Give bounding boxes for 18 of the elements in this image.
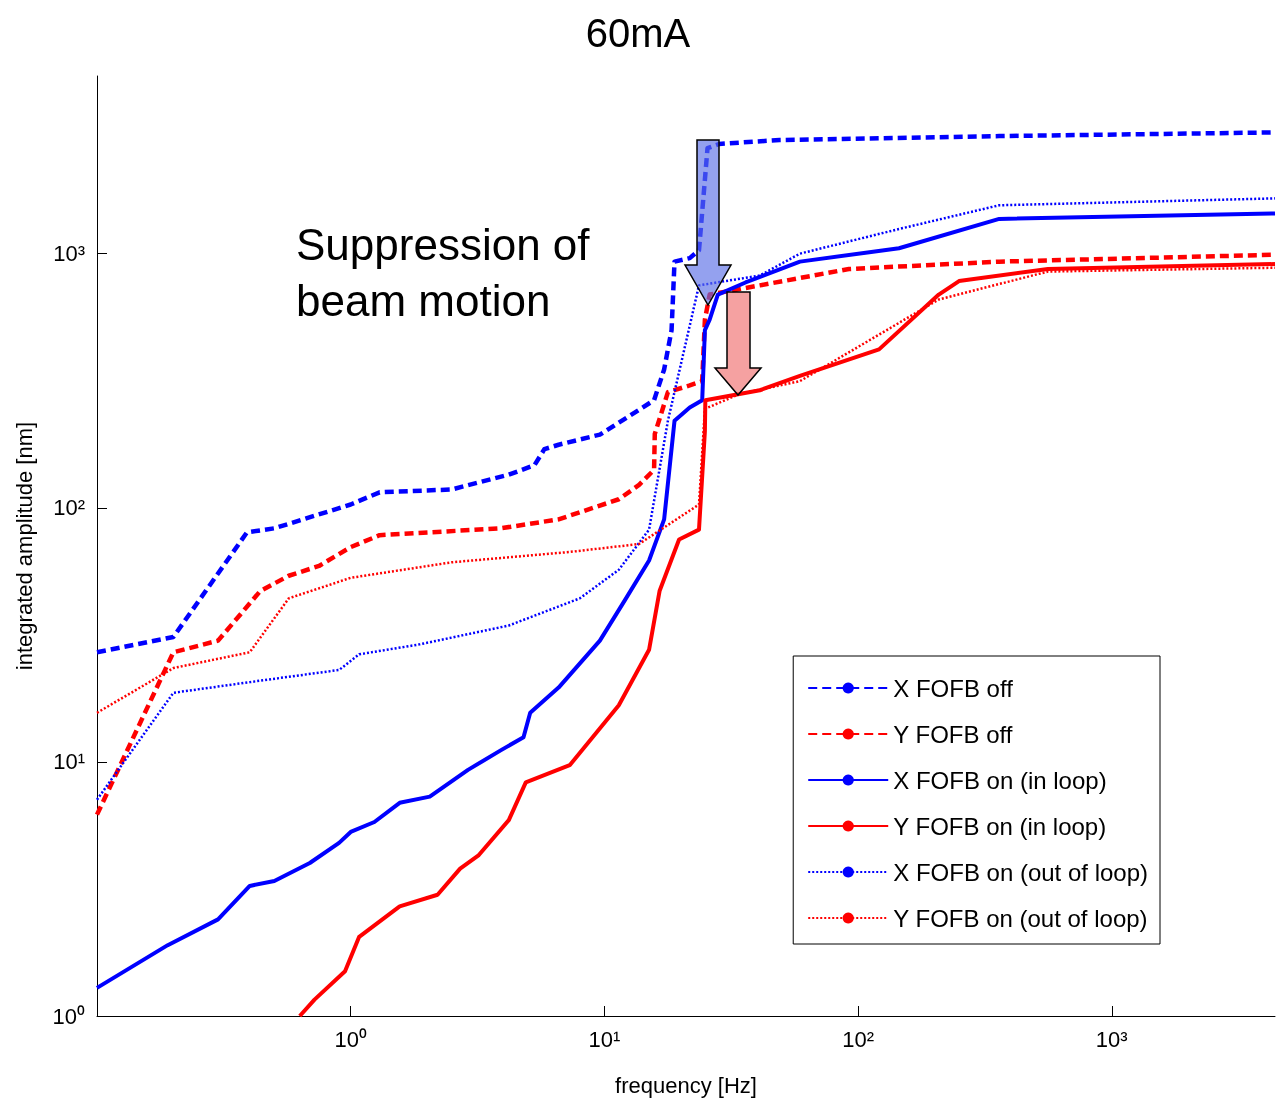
x-tick-label: 10⁰	[334, 1026, 367, 1052]
chart-title: 60mA	[585, 11, 691, 55]
y-tick-label: 10⁰	[52, 1003, 85, 1029]
x-tick-label: 10³	[1095, 1026, 1128, 1052]
legend-label: X FOFB off	[893, 674, 1014, 702]
legend-label: Y FOFB on (in loop)	[893, 812, 1107, 840]
annotation: Suppression of beam motion	[296, 219, 602, 325]
x-tick-label: 10¹	[588, 1026, 621, 1052]
legend-label: Y FOFB off	[893, 720, 1013, 748]
x-tick-label: 10²	[842, 1026, 874, 1052]
legend-label: X FOFB on (out of loop)	[893, 858, 1148, 886]
y-tick-label: 10²	[53, 495, 85, 521]
legend-label: X FOFB on (in loop)	[893, 766, 1107, 794]
y-axis-title: integrated amplitude [nm]	[11, 421, 37, 671]
legend-label: Y FOFB on (out of loop)	[893, 904, 1148, 932]
y-tick-label: 10¹	[53, 749, 85, 775]
y-tick-label: 10³	[53, 241, 85, 267]
x-axis-title: frequency [Hz]	[615, 1072, 757, 1098]
